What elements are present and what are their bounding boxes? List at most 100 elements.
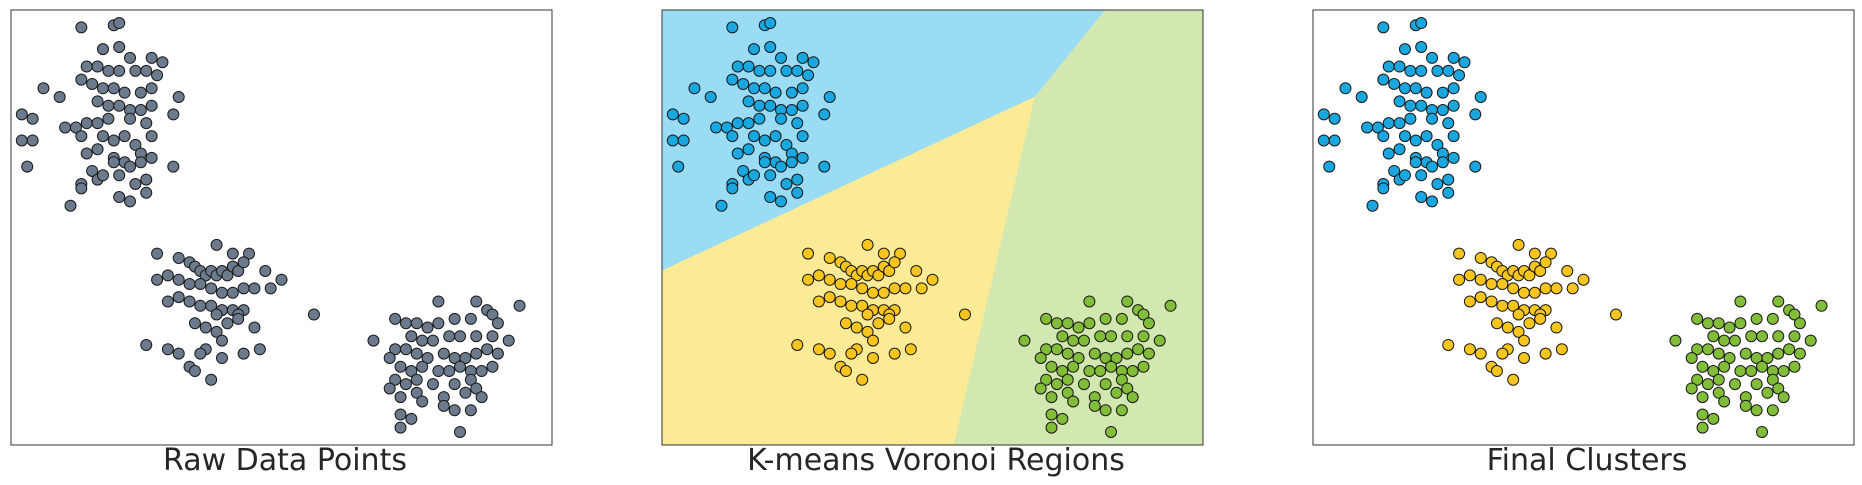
data-point xyxy=(161,343,174,356)
data-point xyxy=(1105,425,1118,438)
data-point xyxy=(1045,408,1058,421)
data-point xyxy=(731,117,744,130)
data-point xyxy=(367,334,380,347)
data-point xyxy=(205,299,218,312)
data-point xyxy=(1164,299,1177,312)
data-point xyxy=(1377,182,1390,195)
data-point xyxy=(416,395,429,408)
data-point xyxy=(753,112,766,125)
data-point xyxy=(86,164,99,177)
data-point xyxy=(80,117,93,130)
data-point xyxy=(1469,108,1482,121)
data-point xyxy=(470,347,483,360)
data-point xyxy=(1067,360,1080,373)
data-point xyxy=(1393,117,1406,130)
data-point xyxy=(872,317,885,330)
data-point xyxy=(1398,82,1411,95)
data-point xyxy=(221,317,234,330)
data-point xyxy=(1409,134,1422,147)
data-point xyxy=(1371,121,1384,134)
data-point xyxy=(124,195,137,208)
data-point xyxy=(1474,273,1487,286)
data-point xyxy=(1447,151,1460,164)
data-point xyxy=(861,325,874,338)
data-point xyxy=(124,112,137,125)
data-point xyxy=(1415,169,1428,182)
data-point xyxy=(1528,247,1541,260)
data-point xyxy=(823,91,836,103)
data-point xyxy=(399,378,412,391)
data-point xyxy=(1712,317,1725,330)
data-point xyxy=(1067,395,1080,408)
data-point xyxy=(1512,238,1525,251)
data-point xyxy=(1110,352,1123,364)
data-point xyxy=(1507,373,1520,386)
data-point xyxy=(1398,130,1411,143)
data-point xyxy=(1804,334,1817,347)
data-point xyxy=(764,99,777,112)
data-point xyxy=(1561,265,1574,277)
data-point xyxy=(237,347,250,360)
data-point xyxy=(389,373,402,386)
data-point xyxy=(140,64,153,77)
data-point xyxy=(140,117,153,130)
data-point xyxy=(69,121,82,134)
data-point xyxy=(780,64,793,77)
data-point xyxy=(1409,82,1422,95)
data-point xyxy=(1088,399,1101,412)
data-point xyxy=(1463,269,1476,282)
data-point xyxy=(1105,360,1118,373)
data-point xyxy=(1404,112,1417,125)
data-point xyxy=(172,291,185,304)
data-point xyxy=(1393,95,1406,108)
data-point xyxy=(448,404,461,417)
data-point xyxy=(1377,130,1390,143)
data-point xyxy=(426,378,439,391)
data-point xyxy=(1577,273,1590,286)
data-point xyxy=(1137,308,1150,321)
data-point xyxy=(113,40,126,53)
data-point xyxy=(818,160,831,173)
data-point xyxy=(1426,195,1439,208)
data-point xyxy=(883,265,896,277)
data-point xyxy=(1317,134,1330,147)
data-point xyxy=(1474,91,1487,103)
data-point xyxy=(1447,51,1460,64)
data-point xyxy=(791,338,804,351)
data-point xyxy=(1550,321,1563,334)
data-point xyxy=(1121,382,1134,395)
data-point xyxy=(486,330,499,343)
data-point xyxy=(764,17,777,30)
data-point xyxy=(764,64,777,77)
data-point xyxy=(1393,60,1406,73)
data-point xyxy=(1756,425,1769,438)
data-point xyxy=(1050,378,1063,391)
data-point xyxy=(118,130,131,143)
data-point xyxy=(1691,373,1704,386)
data-point xyxy=(823,291,836,304)
data-point xyxy=(1777,391,1790,404)
data-point xyxy=(1707,365,1720,378)
data-point xyxy=(437,347,450,360)
data-point xyxy=(475,365,488,378)
data-point xyxy=(1550,282,1563,295)
data-point xyxy=(459,386,472,399)
data-point xyxy=(1712,373,1725,386)
data-point xyxy=(812,343,825,356)
data-point xyxy=(1121,330,1134,343)
data-point xyxy=(91,143,104,156)
data-point xyxy=(64,199,77,212)
data-point xyxy=(737,164,750,177)
data-point xyxy=(410,347,423,360)
data-point xyxy=(464,404,477,417)
data-point xyxy=(383,382,396,395)
data-point xyxy=(1442,173,1455,186)
data-point xyxy=(1137,360,1150,373)
data-point xyxy=(1772,382,1785,395)
data-point xyxy=(764,40,777,53)
data-point xyxy=(113,169,126,182)
data-point xyxy=(1050,343,1063,356)
data-point xyxy=(113,17,126,30)
data-point xyxy=(1067,334,1080,347)
data-point xyxy=(883,312,896,325)
